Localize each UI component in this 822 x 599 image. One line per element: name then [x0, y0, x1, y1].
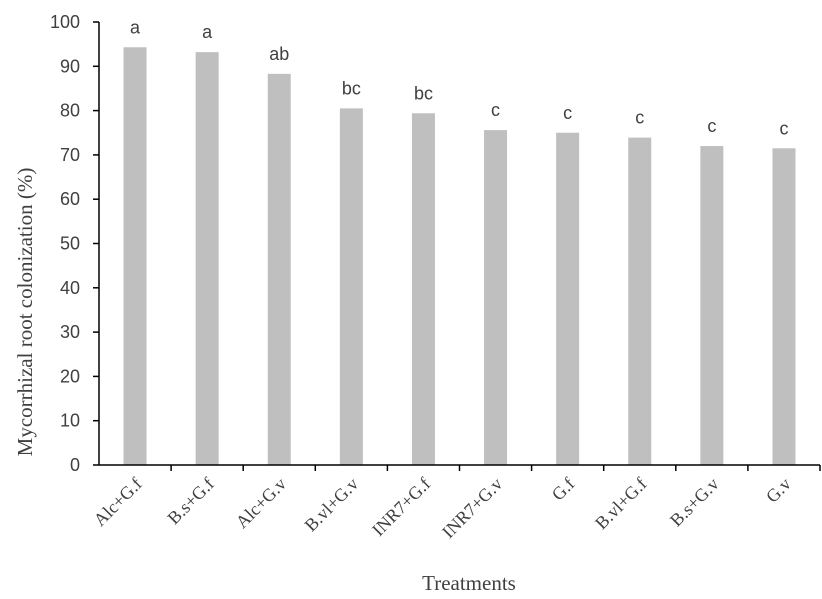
significance-letter: c: [635, 108, 644, 128]
y-axis-ticks: 0 10 20 30 40 50 60 70 80 90 100: [50, 12, 99, 475]
y-tick-label: 80: [60, 101, 80, 121]
y-tick-label: 60: [60, 189, 80, 209]
y-tick-label: 70: [60, 145, 80, 165]
significance-letter: ab: [269, 44, 289, 64]
x-tick-label: B.vl+G.v: [301, 474, 363, 536]
x-tick-label: G.v: [762, 474, 795, 507]
bar: [628, 137, 652, 466]
x-tick-label: INR7+G.f: [368, 474, 434, 540]
y-axis-title: Mycorrhizal root colonization (%): [13, 168, 37, 457]
x-axis-ticks: Alc+G.f B.s+G.f Alc+G.v B.vl+G.v INR7+G.f INR…: [90, 465, 821, 542]
x-tick-label: B.s+G.v: [666, 474, 723, 531]
bar: [700, 146, 724, 466]
y-tick-label: 90: [60, 56, 80, 76]
bar: [339, 108, 363, 465]
significance-letter: c: [779, 118, 788, 138]
bar: [123, 47, 147, 465]
significance-letter: c: [491, 100, 500, 120]
y-tick-label: 20: [60, 366, 80, 386]
significance-letters-layer: a a ab bc bc c c c c c: [130, 17, 788, 138]
significance-letter: c: [707, 116, 716, 136]
significance-letter: bc: [414, 83, 433, 103]
y-tick-label: 0: [70, 455, 80, 475]
bar: [772, 148, 796, 465]
y-tick-label: 40: [60, 278, 80, 298]
bar: [556, 132, 580, 465]
x-axis-title: Treatments: [422, 571, 516, 595]
significance-letter: a: [130, 17, 141, 37]
y-tick-label: 50: [60, 234, 80, 254]
x-tick-label: Alc+G.f: [90, 474, 146, 530]
significance-letter: bc: [342, 78, 361, 98]
significance-letter: c: [563, 103, 572, 123]
x-tick-label: G.f: [548, 474, 579, 505]
bars-layer: [123, 47, 796, 466]
bar: [484, 130, 508, 466]
bar: [411, 113, 435, 466]
y-tick-label: 10: [60, 411, 80, 431]
x-tick-label: INR7+G.v: [438, 474, 506, 542]
x-tick-label: B.s+G.f: [163, 474, 218, 529]
x-tick-label: Alc+G.v: [232, 474, 290, 532]
x-tick-label: B.vl+G.f: [591, 474, 651, 534]
y-tick-label: 100: [50, 12, 80, 32]
y-tick-label: 30: [60, 322, 80, 342]
significance-letter: a: [202, 22, 213, 42]
bar: [195, 52, 219, 466]
bar: [267, 73, 291, 466]
